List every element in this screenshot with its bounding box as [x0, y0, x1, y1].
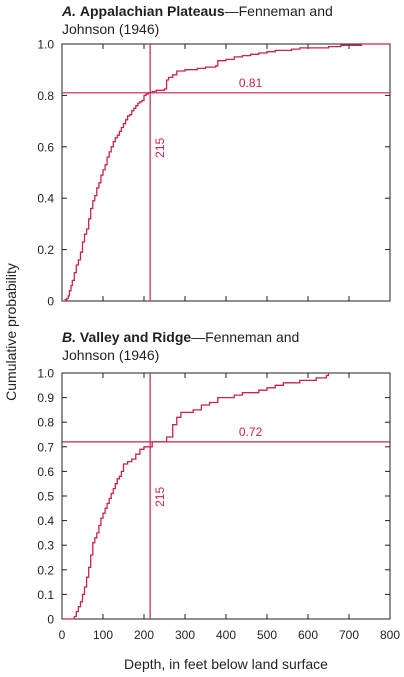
panel-a-title: A. Appalachian Plateaus—Fenneman and Joh… [62, 2, 333, 38]
panel-b-ytick-label: 0 [47, 613, 54, 627]
panel-b-ytick-label: 0.6 [37, 465, 54, 479]
panel-a-title-bold: Appalachian Plateaus [79, 3, 225, 19]
panel-a-ytick-label: 1.0 [37, 38, 54, 52]
panel-a-depth-label: 215 [153, 137, 167, 157]
panel-a-cumulative-curve [62, 43, 390, 302]
panel-b-ytick-label: 0.7 [37, 440, 54, 454]
panel-a-ytick-label: 0.6 [37, 140, 54, 154]
panel-a-letter: A. [62, 3, 76, 19]
panel-a-ytick-label: 0.2 [37, 243, 54, 257]
panel-a-frame [61, 43, 391, 302]
panel-b-xtick-label: 0 [59, 628, 66, 642]
panel-b-ytick-label: 0.3 [37, 539, 54, 553]
panel-a-ytick-label: 0 [47, 295, 54, 309]
panel-a-probability-label: 0.81 [239, 76, 263, 90]
panel-b-title-bold: Valley and Ridge [79, 329, 192, 345]
x-axis-label: Depth, in feet below land surface [124, 656, 328, 672]
panel-a-ytick-label: 0.4 [37, 192, 54, 206]
panel-b-title-rest: —Fenneman and [191, 329, 300, 345]
panel-b-xtick-label: 100 [93, 628, 113, 642]
panel-a-title-line2: Johnson (1946) [62, 21, 160, 37]
panel-b-depth-label: 215 [153, 487, 167, 507]
panel-b-cumulative-curve [62, 373, 330, 620]
panel-b-xtick-label: 700 [339, 628, 359, 642]
y-axis-label: Cumulative probability [3, 263, 19, 401]
panel-b-xtick-label: 500 [257, 628, 277, 642]
panel-b-plot: 0 0.1 0.2 0.3 0.4 0.5 0.6 0.7 0.8 0.9 1.0 0 100 200 30… [37, 367, 400, 643]
panel-b-ytick-label: 1.0 [37, 367, 54, 381]
panel-b-title-line2: Johnson (1946) [62, 347, 160, 363]
panel-b-letter: B. [62, 329, 76, 345]
panel-b-xtick-label: 400 [216, 628, 236, 642]
panel-b-ytick-label: 0.1 [37, 588, 54, 602]
panel-b-xtick-label: 600 [298, 628, 318, 642]
panel-b-ytick-label: 0.4 [37, 514, 54, 528]
panel-b-probability-label: 0.72 [239, 425, 263, 439]
panel-b-ytick-label: 0.2 [37, 563, 54, 577]
panel-b-ytick-label: 0.5 [37, 490, 54, 504]
panel-a-ytick-label: 0.8 [37, 89, 54, 103]
panel-b-ytick-label: 0.8 [37, 416, 54, 430]
panel-b-xtick-label: 200 [134, 628, 154, 642]
panel-a-plot: 0 0.2 0.4 0.6 0.8 1.0 0.81 215 [37, 38, 391, 309]
panel-b-xtick-label: 300 [175, 628, 195, 642]
panel-b-title: B. Valley and Ridge—Fenneman and Johnson… [62, 328, 299, 364]
panel-b-xtick-label: 800 [380, 628, 400, 642]
panel-a-title-rest: —Fenneman and [224, 3, 333, 19]
panel-b-ytick-label: 0.9 [37, 391, 54, 405]
